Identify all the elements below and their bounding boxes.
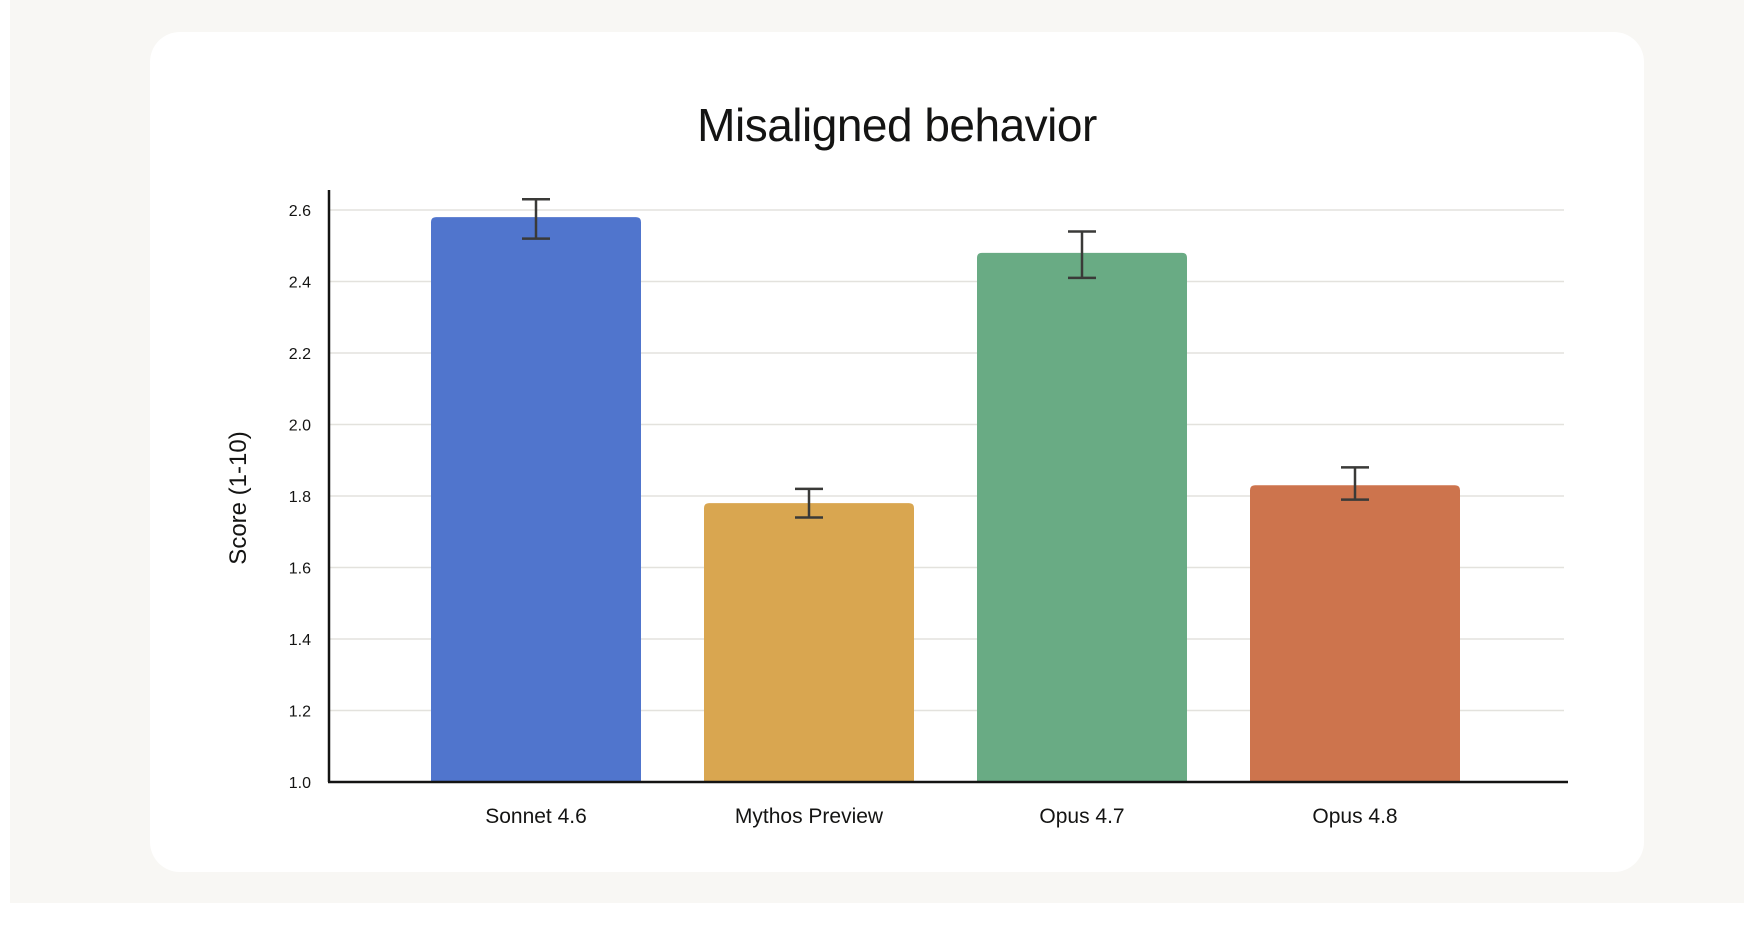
x-tick-label: Sonnet 4.6: [485, 805, 587, 828]
error-bar: [795, 487, 823, 519]
bar-opus-4-7: [977, 252, 1187, 782]
chart-card: Misaligned behavior 1.0 1.2 1.4 1.6 1.8 2.0 2.…: [150, 32, 1644, 872]
y-tick-label: 1.4: [289, 632, 311, 649]
bar-mythos-preview: [704, 503, 914, 782]
y-tick-label: 1.0: [289, 775, 311, 792]
error-bars: [522, 198, 1369, 519]
bar-opus-4-8: [1250, 485, 1460, 782]
y-tick-label: 1.2: [289, 704, 311, 721]
y-tick-label: 2.0: [289, 418, 311, 435]
error-bar: [1341, 466, 1369, 501]
y-tick-label: 1.6: [289, 561, 311, 578]
y-tick-label: 2.6: [289, 203, 311, 220]
error-bar: [1068, 230, 1096, 280]
bar-chart: 1.0 1.2 1.4 1.6 1.8 2.0 2.2 2.4 2.6 Sonnet 4.6 Myt…: [225, 190, 1568, 828]
y-tick-label: 1.8: [289, 489, 311, 506]
bars: [431, 217, 1460, 782]
x-tick-label: Mythos Preview: [735, 805, 884, 828]
error-bar: [522, 198, 550, 240]
chart-title: Misaligned behavior: [697, 99, 1097, 151]
bar-sonnet-4-6: [431, 217, 641, 782]
x-tick-label: Opus 4.7: [1039, 805, 1124, 828]
axes: [327, 190, 1568, 784]
y-tick-label: 2.2: [289, 346, 311, 363]
chart-frame: Misaligned behavior 1.0 1.2 1.4 1.6 1.8 2.0 2.…: [10, 0, 1744, 903]
labels: 1.0 1.2 1.4 1.6 1.8 2.0 2.2 2.4 2.6 Sonnet 4.6 Myt…: [225, 203, 1398, 828]
y-axis-title: Score (1-10): [225, 431, 252, 564]
x-tick-label: Opus 4.8: [1312, 805, 1397, 828]
y-tick-label: 2.4: [289, 275, 311, 292]
